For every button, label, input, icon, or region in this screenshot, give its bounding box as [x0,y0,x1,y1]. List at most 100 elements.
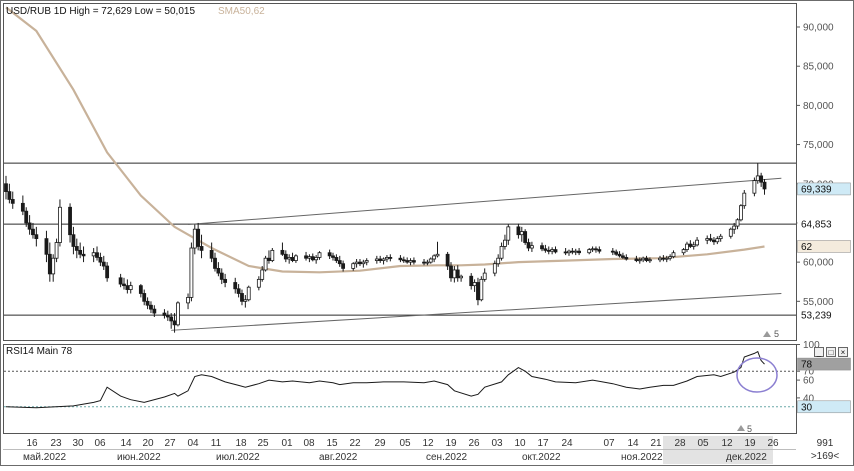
day-label: 14 [627,438,639,449]
day-label: 05 [399,438,411,449]
day-label: 06 [94,438,106,449]
candle [213,252,217,272]
candle-body [732,225,737,230]
rsi-tick-label: 100 [803,340,820,351]
candle [236,284,241,298]
candle-body [358,261,362,265]
candle-body [71,234,76,247]
day-label: 04 [187,438,199,449]
candle-body [354,261,359,265]
candle [540,242,544,252]
candle-body [755,175,760,182]
candle-body [256,278,261,288]
candle-body [331,255,335,258]
candle-body [705,238,710,241]
footer-count-bottom: >169< [811,451,840,462]
candle-body [503,239,507,247]
maximize-button[interactable] [826,347,836,357]
candle-body [570,250,575,253]
time-axis: 16 23 30 06 14 20 27 04 11 18 25 01 08 15 22 29 05 12 19 26… [3,436,796,464]
candle-body [31,228,35,236]
close-button[interactable] [838,347,848,357]
candle-body [351,263,356,269]
candle-body [546,249,551,252]
candles-series [4,163,767,333]
rsi-scroll-up-icon[interactable] [737,425,745,431]
candle-body [304,255,308,259]
candle [530,241,534,252]
candle-body [54,242,59,259]
footer-counter: 991 >169< [811,438,840,462]
candle-body [381,258,386,261]
minimize-button[interactable] [814,347,824,357]
month-label: сен.2022 [426,452,468,463]
candle [122,277,126,290]
day-label: 26 [468,438,480,449]
month-label: июн.2022 [117,452,161,463]
candle-body [223,278,228,283]
candle [671,250,676,259]
candle-body [240,293,244,302]
candle-body [122,283,126,287]
candle [381,257,386,265]
price-label: 69,339 [801,184,832,195]
candle-body [617,253,622,257]
candle-body [385,257,389,260]
candle [240,289,244,306]
candle-body [597,249,602,252]
candle-body [334,257,339,261]
candle-body [637,259,642,262]
candle [499,242,504,261]
rsi-count-label: 5 [747,424,752,434]
candle [138,284,143,298]
candle-body [422,261,426,264]
candle-body [496,257,501,265]
candle-body [762,181,767,190]
month-label: авг.2022 [319,452,358,463]
candle-body [213,257,217,269]
candle [101,255,106,270]
candle [243,295,248,308]
maximize-icon: □ [829,348,834,357]
day-label: 28 [674,438,686,449]
candle [718,233,723,242]
scroll-up-icon[interactable] [763,331,771,337]
day-label: 23 [50,438,62,449]
candle [105,262,110,282]
candle [74,238,79,259]
candle [128,281,133,294]
day-label: 05 [697,438,709,449]
candle-body [101,261,106,267]
candle-body [587,249,592,254]
candle-body [219,272,224,280]
candle-body [27,222,32,230]
candle [364,258,369,266]
candle [165,310,170,321]
candle-body [47,253,52,275]
day-label: 19 [744,438,756,449]
month-label: май.2022 [23,452,66,463]
day-labels: 16 23 30 06 14 20 27 04 11 18 25 01 08 15 22 29 05 12 19 26… [26,438,779,449]
candle [189,242,194,302]
candle-body [506,226,511,241]
candle [577,248,582,256]
candle [10,191,15,209]
candle-body [165,315,170,318]
candle-body [681,249,686,254]
candle-body [519,231,524,236]
main-price-panel: 55,00060,00065,00070,00075,00080,00085,0… [3,3,851,341]
candle [331,252,335,261]
day-label: 18 [235,438,247,449]
candle [283,250,288,263]
candle-body [610,250,615,253]
candle-body [735,219,740,227]
candle-body [186,296,190,304]
candle-body [499,246,504,259]
price-label-box [797,309,851,322]
candle [681,248,686,256]
candle [341,260,346,272]
price-label: 62 [801,242,813,253]
price-horizontal-lines [4,162,796,316]
candle-body [412,260,416,263]
